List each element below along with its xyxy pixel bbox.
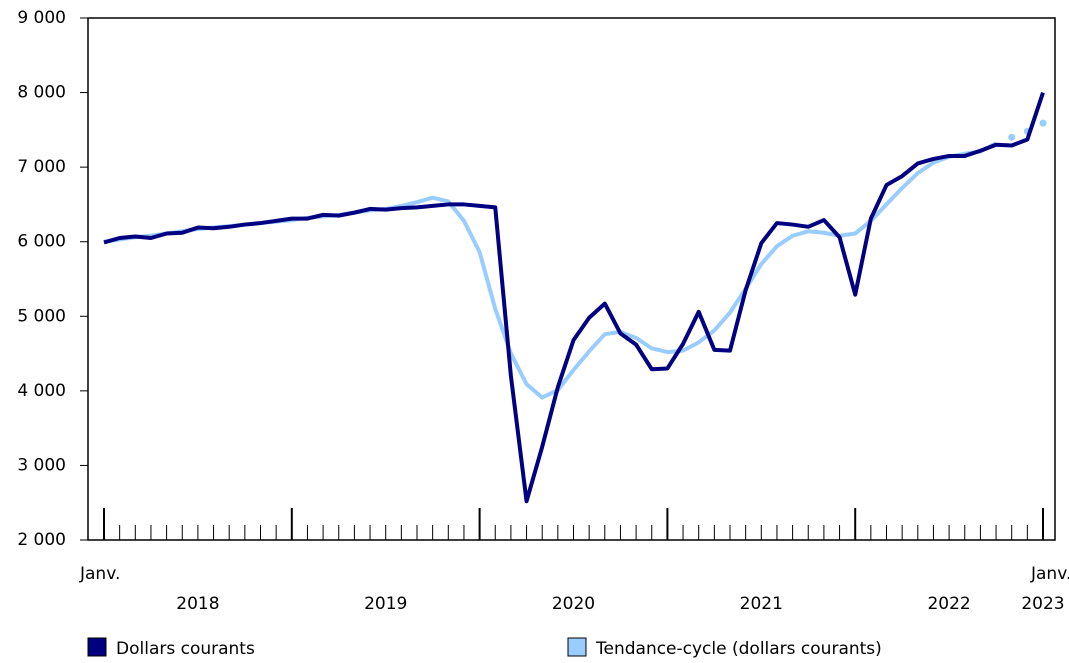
year-label: 2018 xyxy=(176,594,219,614)
x-tick-label: Janv. xyxy=(1030,564,1069,584)
y-tick-label: 2 000 xyxy=(17,530,66,550)
legend-label: Tendance-cycle (dollars courants) xyxy=(595,639,882,659)
y-tick-label: 7 000 xyxy=(17,157,66,177)
series-line xyxy=(103,141,997,400)
series-line xyxy=(103,91,1045,504)
provisional-point xyxy=(1039,119,1047,127)
plot-frame xyxy=(87,17,1056,541)
legend-label: Dollars courants xyxy=(116,639,255,659)
year-label: 2019 xyxy=(364,594,407,614)
y-tick-label: 5 000 xyxy=(17,306,66,326)
legend-swatch xyxy=(87,637,107,657)
y-tick-label: 8 000 xyxy=(17,83,66,103)
y-tick-label: 4 000 xyxy=(17,381,66,401)
legend-swatch xyxy=(567,637,587,657)
x-tick-label: Janv. xyxy=(79,564,120,584)
year-label: 2021 xyxy=(740,594,783,614)
year-label: 2022 xyxy=(927,594,970,614)
y-tick-label: 6 000 xyxy=(17,232,66,252)
y-tick-label: 9 000 xyxy=(17,8,66,28)
year-label: 2020 xyxy=(552,594,595,614)
y-tick-label: 3 000 xyxy=(17,455,66,475)
year-label: 2023 xyxy=(1021,594,1064,614)
provisional-point xyxy=(1008,133,1016,141)
